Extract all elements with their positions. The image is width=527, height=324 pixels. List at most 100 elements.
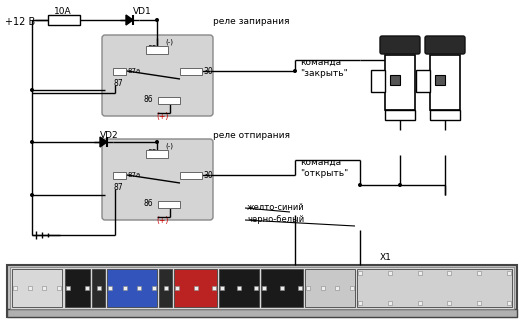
Bar [113,172,126,179]
Circle shape [155,140,159,144]
Bar [261,269,303,307]
Bar [298,286,302,290]
Bar [123,286,126,290]
Bar [254,286,258,290]
Text: 30: 30 [203,170,213,179]
Bar [447,271,452,275]
Text: +12 В: +12 В [5,17,35,27]
Bar [388,301,392,305]
Bar [435,75,445,85]
Bar [108,286,112,290]
Bar [13,286,17,290]
Bar [320,286,325,290]
Polygon shape [126,15,133,25]
Text: реле запирания: реле запирания [213,17,289,27]
Bar [85,286,89,290]
Bar [357,269,512,307]
Bar [447,301,452,305]
Bar [65,269,90,307]
Text: (+): (+) [157,112,169,122]
Bar [350,286,354,290]
Circle shape [293,69,297,73]
Bar [237,286,241,290]
Bar [174,269,217,307]
Bar [477,271,481,275]
Bar [158,201,180,208]
Text: 30: 30 [203,66,213,75]
Text: 86: 86 [144,200,153,209]
Bar [113,68,126,75]
Text: 10А: 10А [54,7,72,17]
Bar [7,309,517,317]
Text: VD2: VD2 [100,132,119,141]
Bar [48,15,80,25]
Bar [417,271,422,275]
Text: желто-синий: желто-синий [247,203,305,213]
Bar [417,301,422,305]
Text: команда
"закрыть": команда "закрыть" [300,58,348,78]
Bar [145,46,168,54]
Bar [220,286,224,290]
Circle shape [398,183,402,187]
FancyBboxPatch shape [425,36,465,54]
Bar [280,286,284,290]
Bar [430,55,460,110]
Bar [180,172,202,179]
Bar [358,301,362,305]
Bar [477,301,481,305]
Bar [138,286,141,290]
Bar [430,110,460,120]
Text: 87: 87 [113,79,123,88]
Bar [152,286,156,290]
Bar [180,68,202,75]
Text: 87: 87 [113,183,123,192]
Text: команда
"открыть": команда "открыть" [300,158,348,178]
Circle shape [30,140,34,144]
Bar [507,271,511,275]
Bar [358,271,362,275]
Circle shape [155,18,159,22]
Bar [7,265,517,317]
Circle shape [358,183,362,187]
Bar [335,286,339,290]
Bar [12,269,62,307]
Bar [57,286,61,290]
Bar [66,286,70,290]
Text: (+): (+) [157,216,169,226]
Bar [92,269,105,307]
Bar [306,286,310,290]
Bar [219,269,259,307]
Text: реле отпирания: реле отпирания [213,132,290,141]
Bar [42,286,46,290]
Bar [212,286,216,290]
Bar [262,286,266,290]
Bar [388,271,392,275]
Bar [175,286,179,290]
Bar [385,110,415,120]
FancyBboxPatch shape [102,139,213,220]
Polygon shape [100,137,107,147]
Bar [10,267,514,309]
FancyBboxPatch shape [102,35,213,116]
Bar [193,286,198,290]
Text: (-): (-) [165,39,173,45]
Bar [159,269,172,307]
Bar [507,301,511,305]
Bar [107,269,157,307]
Text: VD1: VD1 [133,7,152,17]
Bar [145,150,168,158]
Bar [163,286,168,290]
Text: 85: 85 [148,45,157,54]
Text: 87а: 87а [127,172,140,178]
Bar [385,55,415,110]
Bar [96,286,101,290]
Text: 87а: 87а [127,68,140,74]
Text: 85: 85 [148,149,157,158]
Text: 86: 86 [144,96,153,105]
Bar [27,286,32,290]
Text: X1: X1 [380,252,392,261]
Circle shape [30,193,34,197]
Bar [371,70,385,92]
Text: (-): (-) [165,143,173,149]
Bar [390,75,400,85]
